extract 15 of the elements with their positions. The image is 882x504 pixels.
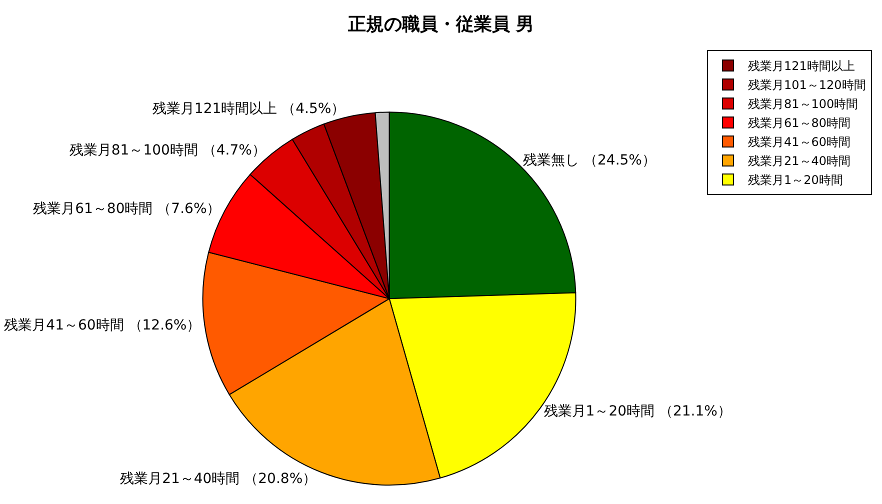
category-label: 残業月81～100時間 （4.7%） (69, 142, 266, 159)
legend-label: 残業月61～80時間 (748, 116, 851, 130)
legend-label: 残業月1～20時間 (748, 173, 843, 188)
category-label: 残業月121時間以上 （4.5%） (152, 100, 346, 117)
legend-label: 残業月21～40時間 (748, 154, 851, 168)
category-label: 残業月21～40時間 （20.8%） (120, 470, 317, 487)
chart-title: 正規の職員・従業員 男 (346, 14, 534, 36)
legend-label: 残業月101～120時間 (748, 78, 866, 92)
category-label: 残業月41～60時間 （12.6%） (4, 318, 201, 334)
legend-label: 残業月81～100時間 (748, 97, 858, 112)
legend-label: 残業月41～60時間 (748, 135, 851, 150)
category-label: 残業月61～80時間 （7.6%） (33, 201, 221, 218)
slice-label: 残業無し （24.5%） (523, 152, 656, 169)
category-label: 残業月1～20時間 （21.1%） (544, 404, 732, 420)
legend-label: 残業月121時間以上 (748, 59, 855, 74)
